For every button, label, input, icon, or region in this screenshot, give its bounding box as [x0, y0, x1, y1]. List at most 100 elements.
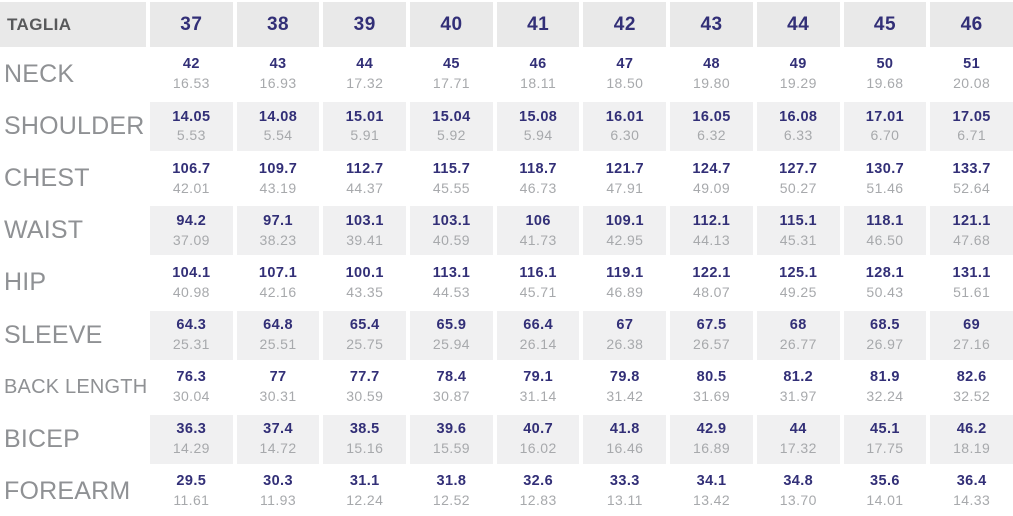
measurement-cell: 118.1 46.50 — [843, 206, 927, 256]
measurement-cell: 41.8 16.46 — [583, 414, 667, 464]
cm-value: 115.1 — [779, 212, 817, 229]
cm-value: 119.1 — [606, 264, 644, 281]
row-label: BICEP — [4, 424, 81, 453]
inch-value: 44.53 — [432, 283, 470, 300]
cm-value: 118.7 — [519, 160, 557, 177]
inch-value: 6.32 — [697, 127, 726, 144]
measurement-cell: 109.7 43.19 — [237, 154, 320, 203]
measurement-cell: 17.01 6.70 — [843, 102, 927, 152]
inch-value: 15.16 — [346, 440, 384, 457]
inch-value: 43.35 — [346, 283, 384, 300]
inch-value: 12.24 — [346, 492, 384, 509]
cm-value: 29.5 — [176, 473, 207, 490]
cm-value: 133.7 — [952, 160, 991, 177]
row-label: NECK — [4, 60, 75, 89]
inch-value: 26.77 — [779, 335, 817, 352]
cm-value: 131.1 — [952, 264, 991, 281]
measurement-cell: 116.1 45.71 — [497, 258, 580, 307]
inch-value: 12.52 — [432, 492, 470, 509]
inch-value: 30.04 — [172, 387, 210, 404]
cm-value: 50 — [876, 56, 894, 73]
inch-value: 17.75 — [866, 440, 904, 457]
cm-value: 65.9 — [436, 316, 467, 333]
measurement-cell: 31.8 12.52 — [410, 467, 493, 516]
inch-value: 40.59 — [432, 231, 470, 248]
measurement-cell: 122.1 48.07 — [670, 258, 753, 307]
inch-value: 5.94 — [523, 127, 553, 144]
cm-value: 113.1 — [432, 264, 471, 281]
measurement-cell: 121.7 47.91 — [583, 154, 666, 203]
inch-value: 49.25 — [779, 283, 817, 300]
inch-value: 14.01 — [866, 492, 904, 509]
measurement-cell: 128.1 50.43 — [844, 258, 927, 307]
size-column-header: 39 — [323, 2, 407, 47]
inch-value: 52.64 — [953, 179, 991, 196]
size-column-header: 40 — [410, 2, 493, 47]
inch-value: 45.71 — [519, 283, 557, 300]
inch-value: 31.69 — [693, 387, 731, 404]
measurement-cell: 112.7 44.37 — [323, 154, 406, 203]
cm-value: 31.1 — [349, 473, 380, 490]
inch-value: 16.53 — [172, 75, 210, 92]
inch-value: 5.91 — [350, 127, 380, 144]
cm-value: 42 — [182, 56, 200, 73]
inch-value: 44.13 — [693, 231, 731, 248]
inch-value: 16.89 — [693, 440, 731, 457]
cm-value: 112.1 — [692, 212, 731, 229]
inch-value: 12.83 — [519, 492, 557, 509]
cm-value: 67 — [616, 316, 634, 333]
inch-value: 51.61 — [953, 283, 991, 300]
inch-value: 26.38 — [606, 335, 644, 352]
inch-value: 26.14 — [519, 335, 557, 352]
inch-value: 32.24 — [866, 387, 904, 404]
size-column-header: 42 — [583, 2, 667, 47]
cm-value: 31.8 — [436, 473, 467, 490]
measurement-cell: 113.1 44.53 — [410, 258, 493, 307]
inch-value: 50.43 — [866, 283, 904, 300]
cm-value: 77 — [269, 369, 287, 386]
inch-value: 46.73 — [519, 179, 557, 196]
cm-value: 69 — [963, 316, 981, 333]
inch-value: 49.09 — [693, 179, 731, 196]
cm-value: 104.1 — [172, 264, 211, 281]
inch-value: 45.55 — [432, 179, 470, 196]
inch-value: 46.89 — [606, 283, 644, 300]
measurement-cell: 119.1 46.89 — [583, 258, 666, 307]
inch-value: 13.11 — [606, 492, 643, 509]
inch-value: 45.31 — [779, 231, 817, 248]
cm-value: 16.01 — [605, 108, 644, 125]
cm-value: 122.1 — [692, 264, 731, 281]
cm-value: 44 — [356, 56, 374, 73]
inch-value: 51.46 — [866, 179, 904, 196]
cm-value: 66.4 — [523, 316, 554, 333]
inch-value: 5.92 — [437, 127, 466, 144]
cm-value: 116.1 — [519, 264, 557, 281]
measurement-cell: 79.8 31.42 — [583, 363, 666, 412]
inch-value: 16.93 — [259, 75, 297, 92]
measurement-cell: 79.1 31.14 — [497, 363, 580, 412]
measurement-cell: 64.8 25.51 — [236, 310, 320, 360]
measurement-cell: 118.7 46.73 — [497, 154, 580, 203]
cm-value: 82.6 — [956, 369, 987, 386]
measurement-cell: 115.1 45.31 — [756, 206, 840, 256]
inch-value: 27.16 — [953, 335, 991, 352]
measurement-cell: 68 26.77 — [756, 310, 840, 360]
inch-value: 48.07 — [693, 283, 731, 300]
measurement-cell: 125.1 49.25 — [757, 258, 840, 307]
measurement-cell: 35.6 14.01 — [844, 467, 927, 516]
cm-value: 121.7 — [605, 160, 644, 177]
cm-value: 16.08 — [779, 108, 818, 125]
measurement-cell: 80.5 31.69 — [670, 363, 753, 412]
measurement-cell: 31.1 12.24 — [323, 467, 406, 516]
measurement-cell: 48 19.80 — [670, 50, 753, 99]
cm-value: 103.1 — [345, 212, 384, 229]
cm-value: 46.2 — [956, 421, 987, 438]
cm-value: 30.3 — [263, 473, 293, 490]
cm-value: 37.4 — [263, 421, 293, 438]
cm-value: 67.5 — [696, 316, 727, 333]
cm-value: 42.9 — [696, 421, 727, 438]
inch-value: 20.08 — [953, 75, 991, 92]
inch-value: 47.91 — [606, 179, 644, 196]
measurement-cell: 15.04 5.92 — [410, 102, 493, 152]
size-column-header: 38 — [236, 2, 320, 47]
